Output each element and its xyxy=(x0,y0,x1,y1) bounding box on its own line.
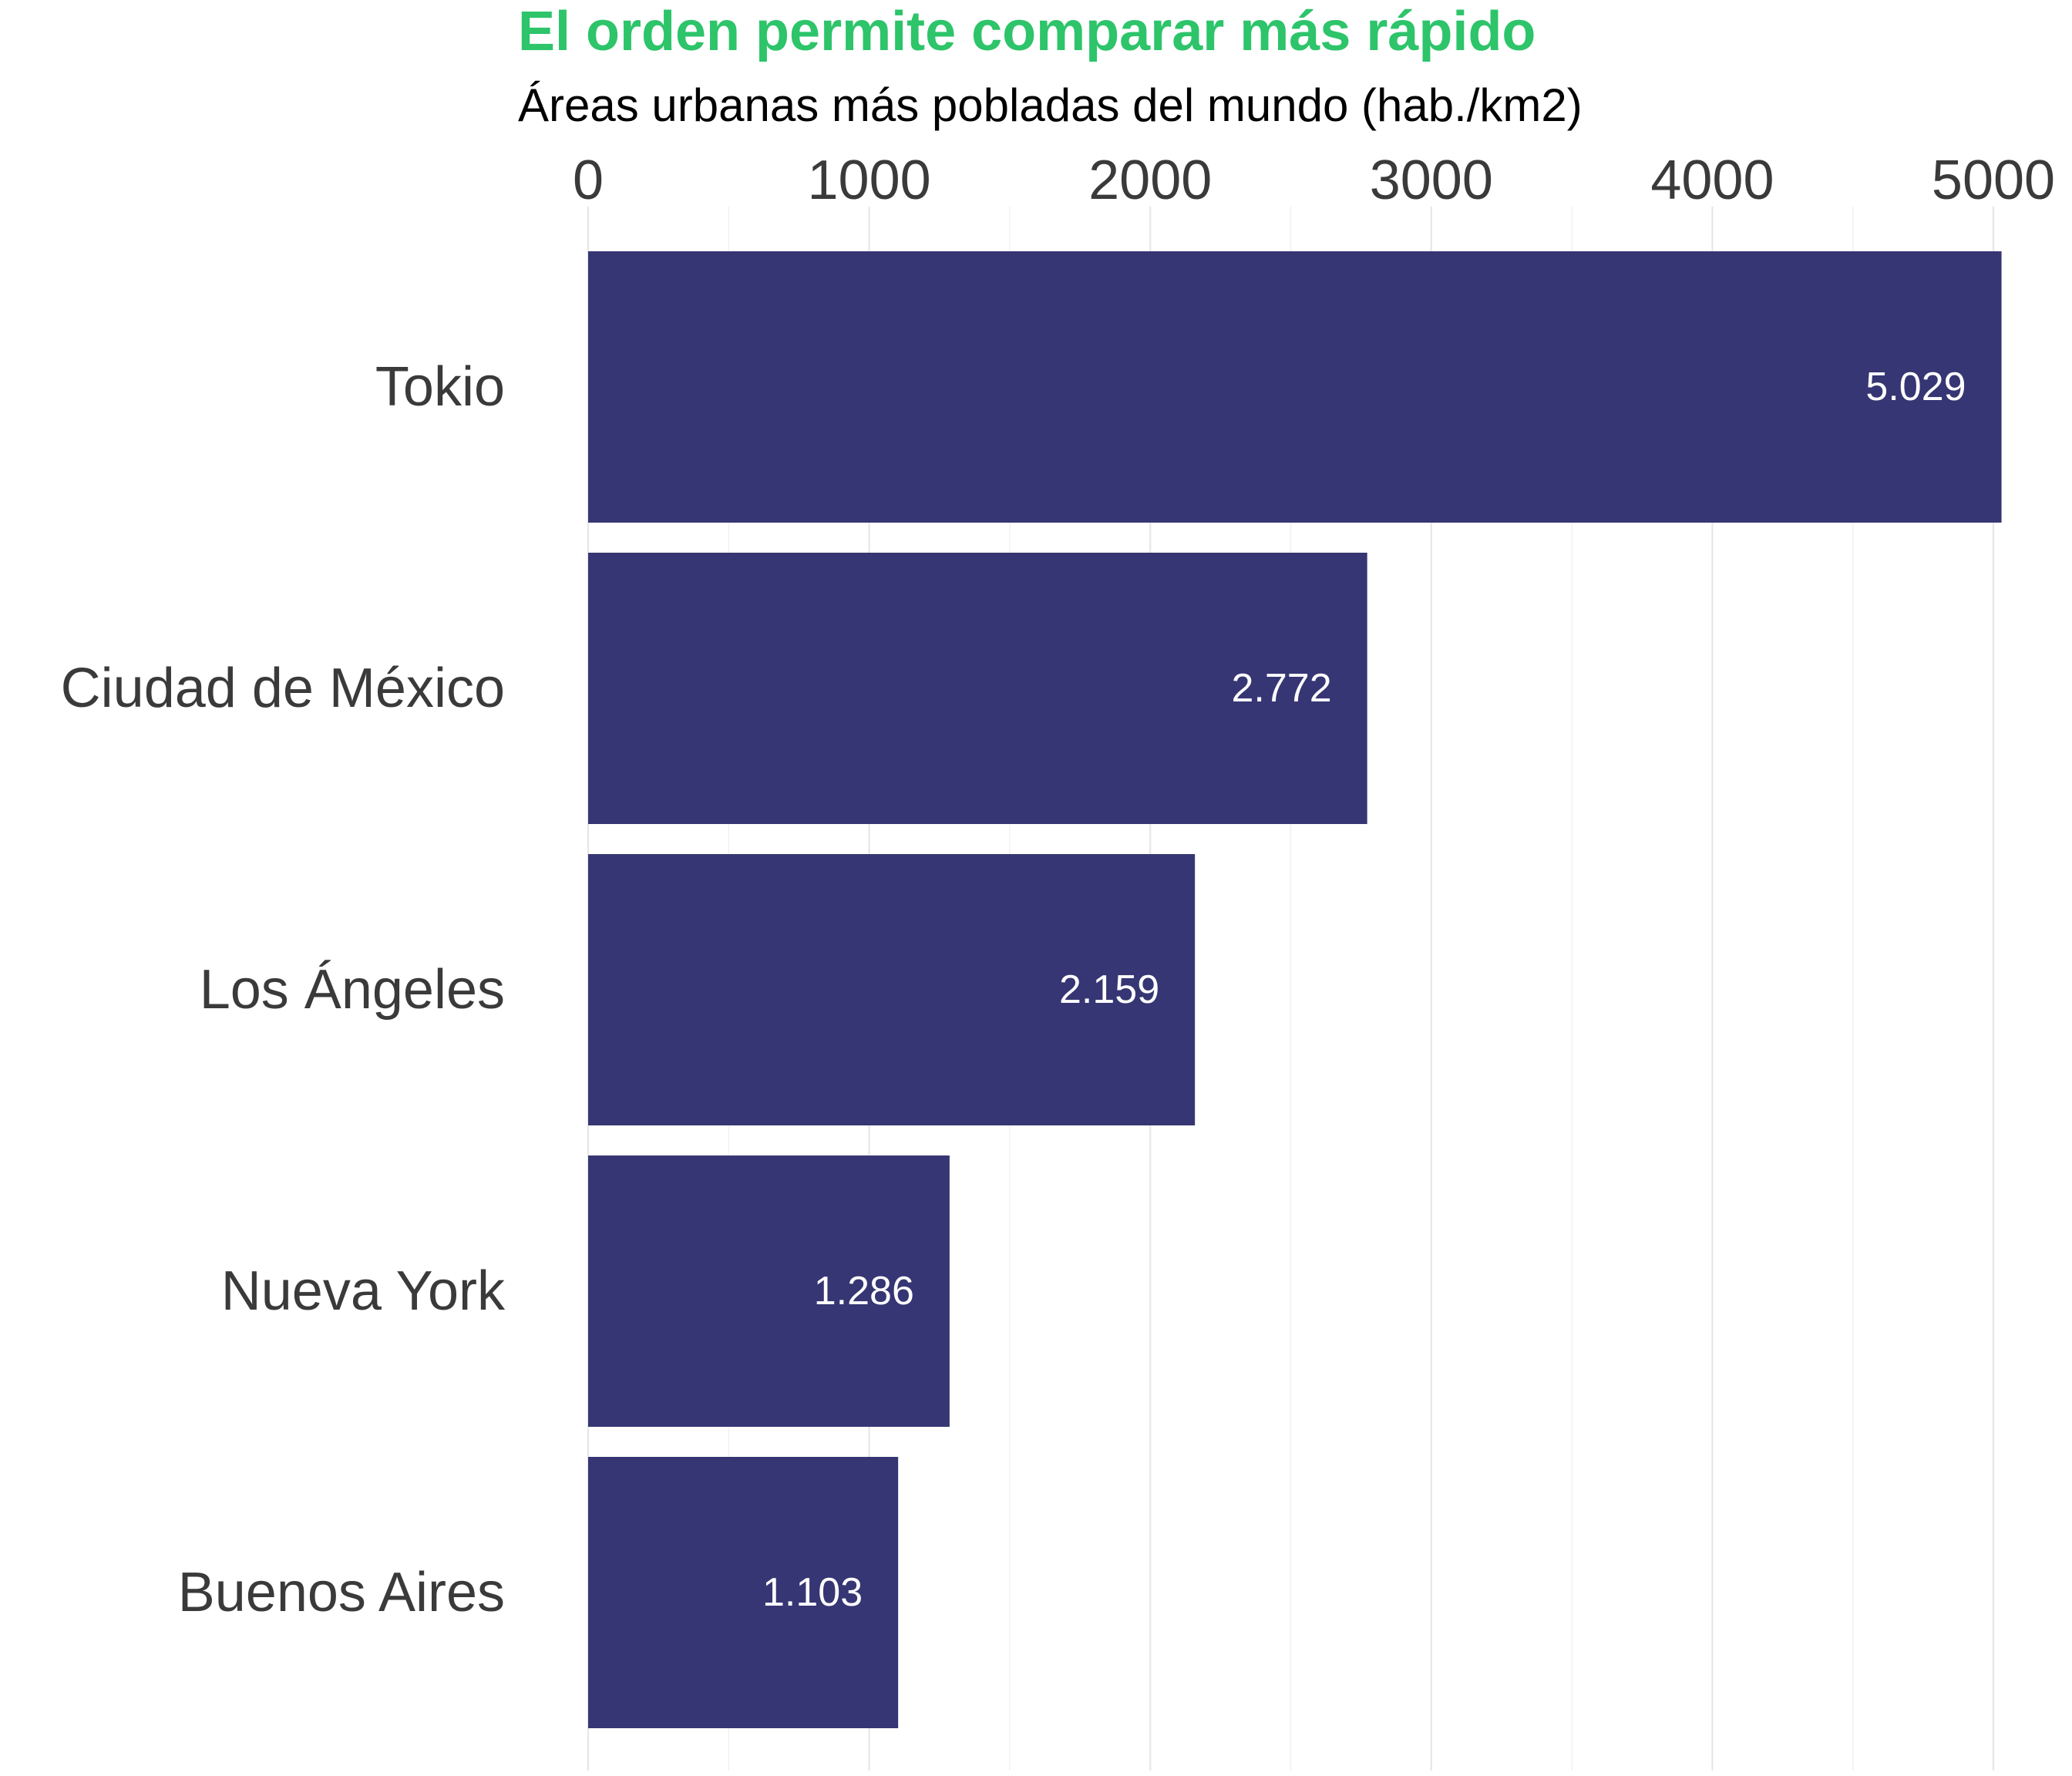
x-tick-label: 5000 xyxy=(1932,150,2055,211)
x-axis-ticks: 0 1000 2000 3000 4000 5000 xyxy=(573,150,2055,211)
x-tick-label: 0 xyxy=(573,150,604,211)
bars xyxy=(588,251,2002,1728)
data-label: 5.029 xyxy=(1865,365,1966,409)
data-label: 2.772 xyxy=(1232,666,1332,711)
bar xyxy=(588,1155,950,1427)
category-label: Nueva York xyxy=(221,1260,506,1322)
bar xyxy=(588,251,2002,523)
category-label: Ciudad de México xyxy=(61,658,505,719)
x-tick-label: 3000 xyxy=(1370,150,1493,211)
x-tick-label: 2000 xyxy=(1088,150,1212,211)
chart-subtitle: Áreas urbanas más pobladas del mundo (ha… xyxy=(518,79,1583,131)
category-label: Tokio xyxy=(375,356,505,418)
category-label: Buenos Aires xyxy=(178,1562,505,1623)
data-label: 2.159 xyxy=(1059,967,1159,1012)
data-label: 1.103 xyxy=(762,1570,863,1615)
category-labels: Tokio Ciudad de México Los Ángeles Nueva Yo… xyxy=(61,356,506,1623)
x-tick-label: 4000 xyxy=(1650,150,1774,211)
bar xyxy=(588,854,1196,1125)
chart-title: El orden permite comparar más rápido xyxy=(518,1,1536,62)
data-label: 1.286 xyxy=(814,1269,914,1314)
x-tick-label: 1000 xyxy=(808,150,931,211)
bar xyxy=(588,553,1367,824)
category-label: Los Ángeles xyxy=(200,959,505,1021)
data-labels: 5.029 2.772 2.159 1.286 1.103 xyxy=(762,365,1966,1615)
bar xyxy=(588,1457,899,1728)
